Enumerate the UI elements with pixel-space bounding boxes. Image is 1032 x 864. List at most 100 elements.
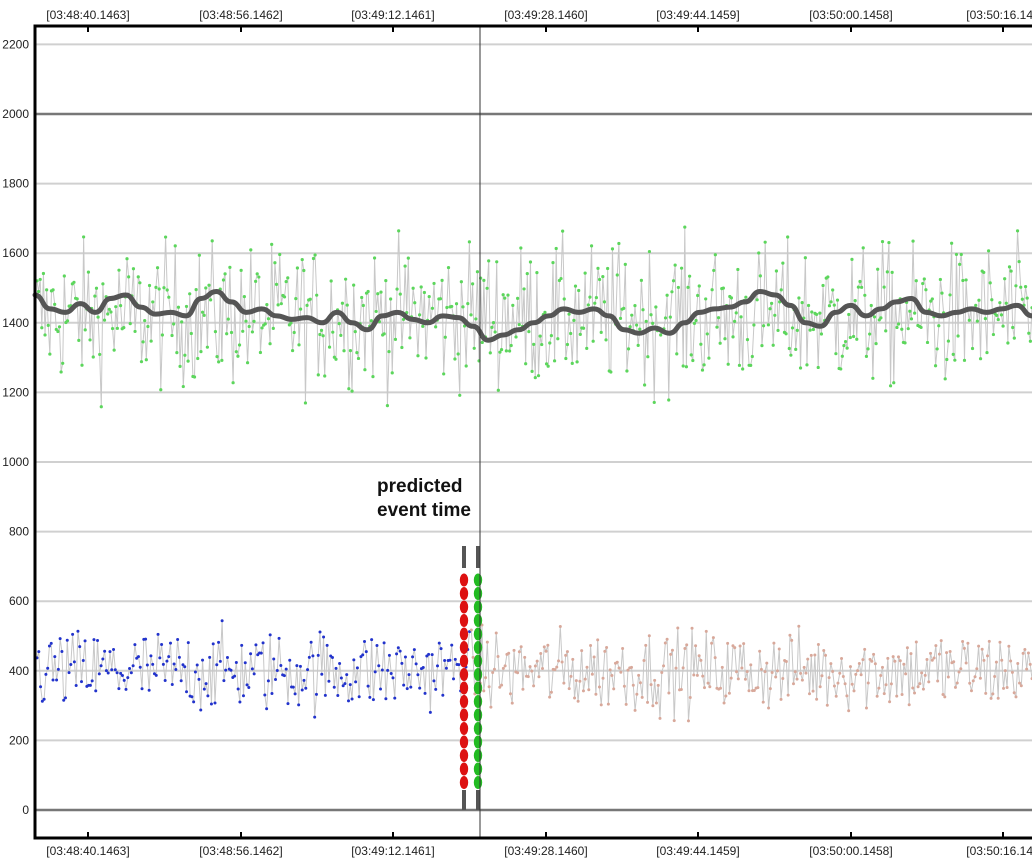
- upper-data-point: [329, 279, 333, 283]
- upper-data-point: [860, 285, 864, 289]
- upper-data-point: [266, 317, 271, 321]
- upper-data-point: [758, 274, 762, 278]
- lower-data-point-after: [581, 689, 585, 693]
- upper-data-point: [421, 324, 425, 328]
- upper-data-point: [951, 352, 955, 356]
- upper-data-point: [647, 249, 652, 254]
- lower-data-point-after: [891, 655, 895, 659]
- predicted-marker-green: [473, 749, 483, 762]
- lower-data-point-before: [325, 643, 329, 647]
- upper-data-point: [157, 287, 161, 291]
- lower-data-point-after: [701, 674, 705, 678]
- upper-data-point: [400, 345, 404, 350]
- upper-data-point: [689, 353, 693, 357]
- lower-data-point-before: [393, 696, 397, 700]
- lower-data-point-before: [46, 666, 50, 670]
- lower-data-point-after: [836, 681, 840, 685]
- upper-data-point: [842, 343, 846, 348]
- lower-data-point-after: [980, 647, 984, 651]
- upper-data-point: [181, 384, 185, 389]
- upper-data-point: [524, 362, 528, 366]
- x-tick-label-bottom: [03:49:28.1460]: [504, 844, 587, 858]
- upper-data-point: [803, 256, 807, 260]
- upper-data-point: [422, 290, 426, 295]
- upper-data-point: [726, 362, 730, 366]
- lower-data-point-before: [136, 655, 140, 659]
- upper-data-point: [345, 303, 349, 307]
- upper-data-point: [228, 265, 232, 269]
- lower-data-point-after: [888, 700, 892, 704]
- upper-data-point: [519, 246, 523, 250]
- lower-data-point-before: [74, 684, 78, 688]
- lower-data-point-before: [288, 658, 292, 662]
- upper-data-point: [115, 326, 119, 330]
- upper-data-point: [786, 235, 790, 239]
- lower-data-point-before: [163, 679, 167, 683]
- lower-data-point-after: [824, 653, 828, 657]
- upper-data-point: [593, 301, 597, 305]
- lower-data-point-after: [893, 659, 897, 663]
- upper-data-point: [509, 343, 513, 348]
- lower-data-point-before: [377, 664, 381, 668]
- lower-data-point-before: [71, 632, 75, 636]
- upper-data-point: [665, 293, 669, 297]
- upper-data-point: [1027, 331, 1031, 335]
- lower-data-point-before: [211, 642, 215, 646]
- upper-data-point: [499, 348, 504, 352]
- upper-data-point: [209, 298, 213, 302]
- lower-data-point-before: [58, 637, 62, 641]
- upper-data-point: [596, 266, 600, 270]
- upper-data-point: [290, 348, 295, 353]
- lower-data-point-after: [829, 662, 833, 666]
- upper-data-point: [816, 365, 820, 370]
- lower-data-point-before: [405, 687, 409, 691]
- lower-data-point-after: [774, 675, 778, 679]
- lower-data-point-before: [67, 671, 71, 675]
- upper-data-point: [417, 313, 422, 317]
- upper-data-point: [278, 252, 282, 257]
- lower-data-point-after: [564, 653, 568, 657]
- lower-data-point-after: [840, 656, 844, 660]
- lower-data-point-after: [808, 692, 812, 696]
- lower-data-point-before: [44, 672, 48, 676]
- lower-data-point-before: [158, 656, 162, 660]
- upper-data-point: [192, 375, 197, 379]
- lower-data-point-before: [147, 688, 151, 692]
- lower-data-point-before: [145, 663, 149, 667]
- lower-data-point-after: [727, 691, 731, 695]
- lower-data-point-after: [875, 694, 879, 698]
- upper-data-point: [438, 297, 443, 301]
- upper-data-point: [847, 312, 851, 317]
- lower-data-point-after: [1028, 662, 1032, 666]
- upper-data-point: [453, 357, 457, 361]
- upper-data-point: [297, 343, 301, 347]
- lower-data-point-before: [60, 650, 64, 654]
- upper-data-point: [62, 274, 66, 278]
- lower-data-point-before: [270, 691, 274, 695]
- lower-data-point-after: [786, 693, 790, 697]
- lower-data-point-after: [1018, 681, 1022, 685]
- upper-data-point: [964, 278, 968, 282]
- upper-data-point: [528, 260, 533, 264]
- lower-data-point-after: [663, 641, 667, 645]
- upper-data-point: [99, 405, 103, 409]
- upper-data-point: [202, 313, 206, 317]
- lower-data-point-after: [905, 646, 909, 650]
- lower-data-point-after: [929, 651, 933, 655]
- upper-data-point: [530, 369, 534, 373]
- upper-data-point: [712, 268, 716, 273]
- lower-data-point-before: [151, 662, 155, 666]
- predicted-marker-red: [459, 668, 469, 681]
- y-axis: 0 200 400 600 800 1000 1200 1400 1600 1800 2000 220…: [2, 37, 29, 817]
- lower-data-point-after: [589, 644, 593, 648]
- upper-data-point: [471, 282, 475, 286]
- lower-data-point-after: [952, 660, 956, 664]
- lower-data-point-before: [110, 668, 114, 672]
- lower-data-point-before: [243, 661, 247, 665]
- upper-data-point: [639, 278, 643, 282]
- upper-data-point: [160, 333, 164, 337]
- lower-data-point-before: [55, 678, 59, 682]
- predicted-marker-green: [473, 587, 483, 600]
- upper-data-point: [239, 268, 243, 272]
- upper-data-point: [819, 332, 824, 336]
